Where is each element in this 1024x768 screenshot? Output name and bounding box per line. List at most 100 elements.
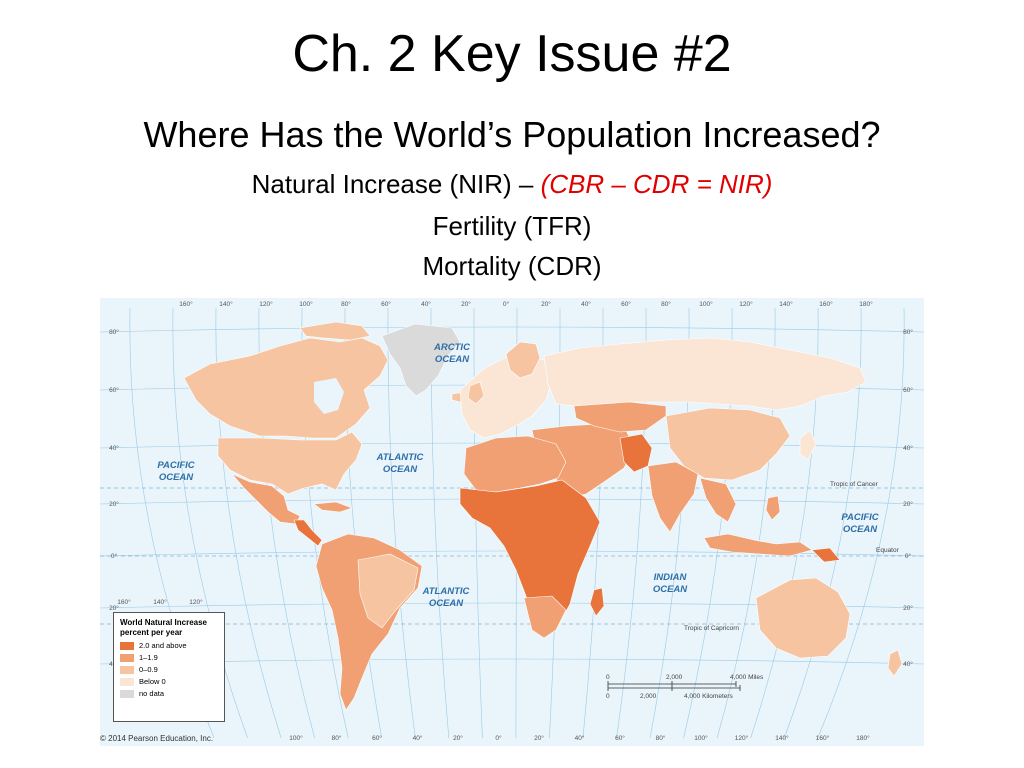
degree-label: 40°	[109, 444, 119, 452]
atlantic-ocean-north-label-1: ATLANTIC	[376, 452, 424, 463]
degree-label: 140°	[219, 300, 233, 308]
scale-miles-4000: 4,000 Miles	[730, 674, 764, 681]
slide-subtitle: Where Has the World’s Population Increas…	[143, 114, 881, 155]
atlantic-ocean-south-label-1: ATLANTIC	[422, 586, 470, 597]
legend-swatch	[120, 665, 134, 674]
degree-label: 140°	[153, 598, 167, 606]
atlantic-ocean-north-label-2: OCEAN	[383, 464, 418, 475]
degree-label: 80°	[332, 734, 342, 742]
degree-label: 100°	[699, 300, 713, 308]
degree-label: 100°	[694, 734, 708, 742]
equator-label: Equator	[876, 547, 900, 554]
degree-label: 20°	[109, 604, 119, 612]
united-kingdom	[467, 381, 485, 405]
tropic-of-cancer-label: Tropic of Cancer	[830, 481, 879, 488]
nir-label: Natural Increase (NIR) –	[251, 169, 541, 199]
atlantic-ocean-south-label-2: OCEAN	[429, 598, 464, 609]
degree-label: 80°	[341, 300, 351, 308]
degree-label: 120°	[259, 300, 273, 308]
degree-label: 140°	[775, 734, 789, 742]
degree-label: 100°	[289, 734, 303, 742]
indian-ocean-label-2: OCEAN	[653, 584, 688, 595]
degree-label: 120°	[189, 598, 203, 606]
degree-label: 160°	[816, 734, 830, 742]
degree-label: 0°	[905, 552, 912, 560]
longitude-line	[783, 307, 862, 739]
degree-label: 60°	[621, 300, 631, 308]
degree-label: 60°	[615, 734, 625, 742]
legend-item: 1–1.9	[120, 653, 218, 662]
pacific-ocean-east-label-1: PACIFIC	[841, 512, 878, 523]
map-legend: World Natural Increase percent per year …	[113, 612, 225, 722]
new-zealand	[887, 649, 903, 677]
degree-label: 80°	[109, 328, 119, 336]
degree-label: 40°	[413, 734, 423, 742]
pacific-ocean-east-label-2: OCEAN	[843, 524, 878, 535]
degree-label: 40°	[421, 300, 431, 308]
legend-label: no data	[139, 689, 165, 698]
legend-item: Below 0	[120, 677, 218, 686]
pacific-ocean-west-label-1: PACIFIC	[157, 460, 194, 471]
brazil	[357, 553, 419, 629]
india	[647, 461, 699, 533]
longitude-line	[172, 307, 248, 739]
greenland	[381, 323, 461, 397]
degree-label: 160°	[117, 598, 131, 606]
china	[665, 407, 791, 481]
fertility-line: Fertility (TFR)	[432, 211, 592, 241]
degree-label: 180°	[856, 734, 870, 742]
legend-label: Below 0	[139, 677, 166, 686]
nir-formula: (CBR – CDR = NIR)	[540, 169, 773, 199]
degree-label: 120°	[735, 734, 749, 742]
copyright: © 2014 Pearson Education, Inc.	[100, 734, 214, 743]
arctic-ocean-label-1: ARCTIC	[433, 342, 470, 353]
philippines	[765, 495, 781, 521]
legend-swatch	[120, 689, 134, 698]
longitude-line	[473, 307, 483, 739]
central-asia	[573, 401, 667, 433]
degree-label: 20°	[461, 300, 471, 308]
degree-label: 20°	[903, 500, 913, 508]
degree-label: 40°	[581, 300, 591, 308]
japan	[799, 429, 817, 461]
slide-title: Ch. 2 Key Issue #2	[292, 25, 732, 83]
degree-label: 160°	[819, 300, 833, 308]
arctic-ocean-label-2: OCEAN	[435, 354, 470, 365]
degree-label: 80°	[656, 734, 666, 742]
legend-label: 0–0.9	[139, 665, 158, 674]
legend-item: 2.0 and above	[120, 641, 218, 650]
north-africa	[463, 435, 567, 493]
indian-ocean-label-1: INDIAN	[654, 572, 688, 583]
degree-label: 20°	[453, 734, 463, 742]
degree-label: 20°	[109, 500, 119, 508]
longitude-line	[387, 307, 416, 739]
legend-label: 2.0 and above	[139, 641, 187, 650]
madagascar	[589, 587, 605, 617]
longitude-line	[817, 307, 905, 739]
degree-label: 40°	[903, 660, 913, 668]
legend-title-line-1: World Natural Increase	[120, 618, 207, 627]
scale-km-4000: 4,000 Kilometers	[684, 693, 734, 700]
degree-label: 80°	[903, 328, 913, 336]
latitude-line	[100, 326, 924, 333]
southeast-asia	[699, 477, 737, 523]
scandinavia	[505, 341, 541, 379]
scale-miles-2000: 2,000	[666, 674, 683, 681]
papua-new-guinea	[811, 547, 841, 563]
legend-items: 2.0 and above 1–1.9 0–0.9 Below 0 no data	[120, 641, 218, 698]
world-natural-increase-map: ARCTIC OCEAN PACIFIC OCEAN ATLANTIC OCEA…	[100, 298, 924, 746]
degree-label: 60°	[109, 386, 119, 394]
degree-label: 180°	[859, 300, 873, 308]
legend-swatch	[120, 641, 134, 650]
united-states	[217, 431, 363, 495]
legend-swatch	[120, 653, 134, 662]
canada	[183, 337, 389, 439]
legend-label: 1–1.9	[139, 653, 158, 662]
degree-label: 60°	[903, 386, 913, 394]
australia	[755, 577, 851, 659]
degree-label: 40°	[903, 444, 913, 452]
scale-km-0: 0	[606, 693, 610, 700]
arctic-islands	[299, 321, 371, 341]
scale-miles-0: 0	[606, 674, 610, 681]
degree-label: 60°	[381, 300, 391, 308]
